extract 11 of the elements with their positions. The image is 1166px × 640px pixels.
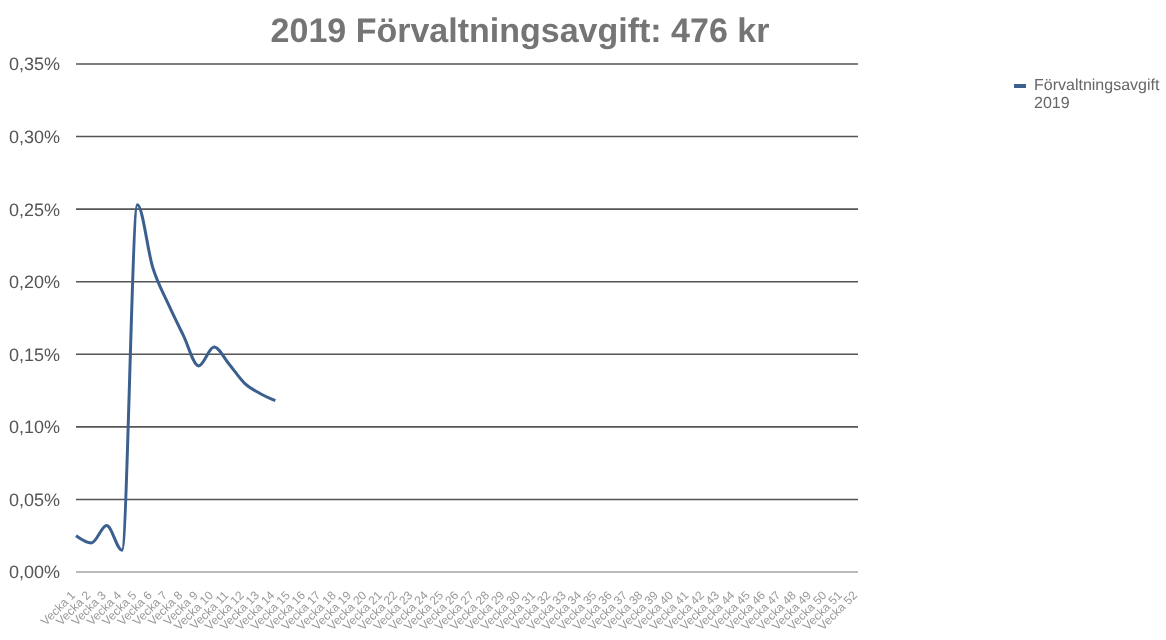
y-tick-label: 0,35% bbox=[8, 54, 60, 75]
y-tick-label: 0,30% bbox=[8, 126, 60, 147]
y-tick-label: 0,10% bbox=[8, 417, 60, 438]
line-series bbox=[74, 203, 277, 552]
y-tick-label: 0,15% bbox=[8, 344, 60, 365]
y-tick-label: 0,00% bbox=[8, 562, 60, 583]
legend-label: Förvaltningsavgift 2019 bbox=[1034, 76, 1162, 112]
y-tick-label: 0,25% bbox=[8, 199, 60, 220]
chart-title: 2019 Förvaltningsavgift: 476 kr bbox=[268, 12, 772, 52]
y-tick-label: 0,20% bbox=[8, 272, 60, 293]
y-tick-label: 0,05% bbox=[8, 489, 60, 510]
